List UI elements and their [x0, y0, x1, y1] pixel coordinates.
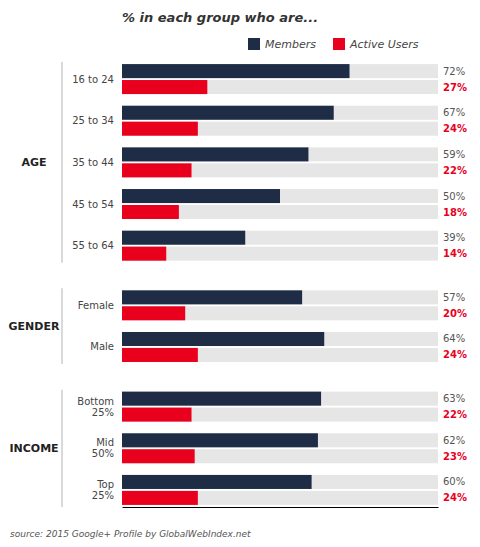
bar: [122, 348, 198, 362]
bar: [122, 306, 185, 320]
data-label: 14%: [443, 248, 467, 259]
category-label: Top25%: [92, 479, 114, 501]
legend-swatch: [248, 38, 260, 50]
bar-track: [122, 475, 438, 489]
data-label: 24%: [443, 123, 467, 134]
bar-track: [122, 147, 438, 161]
data-label: 20%: [443, 308, 467, 319]
bar: [122, 147, 308, 161]
category-label: 55 to 64: [72, 240, 114, 251]
data-label: 72%: [443, 66, 465, 77]
bar-track: [122, 205, 438, 219]
bar-track: [122, 491, 438, 505]
title: % in each group who are...: [122, 10, 318, 25]
legend-swatch: [333, 38, 345, 50]
bar-track: [122, 247, 438, 261]
bar-track: [122, 122, 438, 136]
plot: 72% 67% 59% 50% 39% 57% 64% 63% 62% 60% 27% 24% 22% 1…: [9, 62, 467, 507]
data-label: 27%: [443, 82, 467, 93]
section-label: GENDER: [9, 320, 60, 333]
data-label: 24%: [443, 492, 467, 503]
section-label: INCOME: [9, 442, 58, 455]
bar-track: [122, 64, 438, 78]
bar-track: [122, 163, 438, 177]
bars: [122, 64, 438, 505]
data-label: 63%: [443, 393, 465, 404]
bar: [122, 449, 195, 463]
bar: [122, 163, 192, 177]
category-label: Male: [90, 341, 114, 352]
bar: [122, 122, 198, 136]
category-label: Mid50%: [92, 437, 114, 459]
data-label: 64%: [443, 333, 465, 344]
category-label: 35 to 44: [72, 157, 114, 168]
bar-track: [122, 231, 438, 245]
bar-track: [122, 433, 438, 447]
bar: [122, 189, 280, 203]
legend-label: Members: [265, 38, 316, 51]
legend-item: Members: [248, 38, 316, 51]
bar-track: [122, 306, 438, 320]
x-axis: [123, 507, 439, 508]
data-label: 22%: [443, 165, 467, 176]
bar-track: [122, 106, 438, 120]
data-label: 24%: [443, 349, 467, 360]
bar-track: [122, 290, 438, 304]
bar: [122, 433, 318, 447]
category-label: Female: [78, 300, 114, 311]
bar: [122, 290, 302, 304]
legend-label: Active Users: [349, 38, 419, 51]
category-label: 45 to 54: [72, 199, 114, 210]
data-label: 23%: [443, 451, 467, 462]
data-label: 22%: [443, 409, 467, 420]
data-label: 60%: [443, 476, 465, 487]
source: source: 2015 Google+ Profile by GlobalWe…: [10, 529, 251, 539]
bar-track: [122, 408, 438, 422]
category-label: Bottom25%: [77, 396, 114, 418]
bar: [122, 408, 192, 422]
bar: [122, 332, 324, 346]
bar: [122, 80, 207, 94]
bar: [122, 64, 350, 78]
legend-item: Active Users: [333, 38, 419, 51]
axis-line: [123, 507, 439, 508]
data-label: 39%: [443, 232, 465, 243]
bar: [122, 491, 198, 505]
section-bracket: [61, 390, 63, 507]
bar-track: [122, 332, 438, 346]
category-label: 25 to 34: [72, 115, 114, 126]
data-label: 18%: [443, 207, 467, 218]
data-label: 62%: [443, 435, 465, 446]
bar: [122, 247, 166, 261]
bar-track: [122, 449, 438, 463]
data-label: 50%: [443, 191, 465, 202]
data-label: 59%: [443, 149, 465, 160]
bar-track: [122, 189, 438, 203]
bar: [122, 205, 179, 219]
bar-track: [122, 348, 438, 362]
bar: [122, 106, 334, 120]
legend: Members Active Users: [248, 38, 419, 51]
data-label: 67%: [443, 107, 465, 118]
bar: [122, 231, 245, 245]
category-label: 16 to 24: [72, 74, 114, 85]
section-bracket: [61, 288, 63, 364]
bar: [122, 475, 312, 489]
bar-track: [122, 80, 438, 94]
section-bracket: [61, 62, 63, 263]
bar-track: [122, 392, 438, 406]
data-label: 57%: [443, 292, 465, 303]
chart: 72% 67% 59% 50% 39% 57% 64% 63% 62% 60% 27% 24% 22% 1…: [0, 0, 480, 547]
bar: [122, 392, 321, 406]
section-label: AGE: [21, 156, 46, 169]
